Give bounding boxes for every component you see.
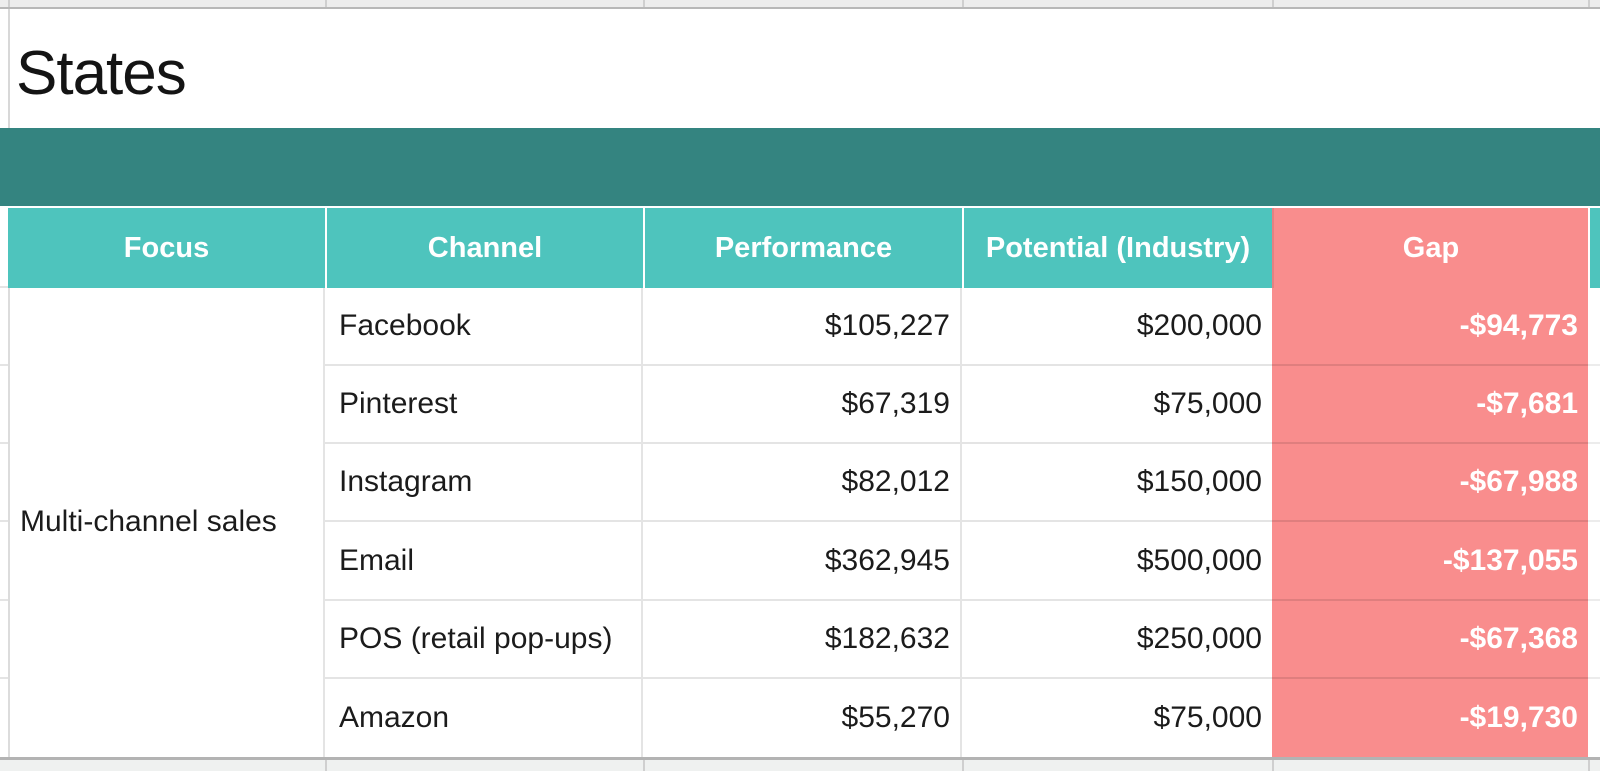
gridline-strip-top bbox=[0, 0, 1600, 9]
gridline bbox=[8, 0, 10, 7]
gridline bbox=[962, 760, 964, 771]
edge-cell bbox=[0, 366, 8, 445]
edge-cell bbox=[1588, 522, 1600, 601]
table-body: Multi-channel sales Facebook $105,227 $2… bbox=[0, 288, 1600, 757]
gridline bbox=[1272, 0, 1274, 7]
cell-potential[interactable]: $250,000 bbox=[962, 600, 1272, 679]
gridline bbox=[643, 760, 645, 771]
table-bottom-border bbox=[0, 757, 1600, 760]
merged-band-cell[interactable] bbox=[0, 128, 1600, 206]
cell-channel[interactable]: Instagram bbox=[325, 444, 643, 523]
edge-cell bbox=[1588, 678, 1600, 757]
header-cell-performance[interactable]: Performance bbox=[643, 208, 962, 288]
cell-performance[interactable]: $82,012 bbox=[643, 444, 962, 523]
cell-channel[interactable]: Pinterest bbox=[325, 366, 643, 445]
cell-potential[interactable]: $75,000 bbox=[962, 678, 1272, 757]
cell-performance[interactable]: $67,319 bbox=[643, 366, 962, 445]
edge-cell bbox=[1588, 288, 1600, 367]
cell-channel[interactable]: POS (retail pop-ups) bbox=[325, 600, 643, 679]
cell-potential[interactable]: $500,000 bbox=[962, 522, 1272, 601]
gridline bbox=[325, 0, 327, 7]
gridline bbox=[643, 0, 645, 7]
cell-gap[interactable]: -$7,681 bbox=[1272, 366, 1588, 445]
cell-channel[interactable]: Email bbox=[325, 522, 643, 601]
cell-performance[interactable]: $362,945 bbox=[643, 522, 962, 601]
cell-performance[interactable]: $182,632 bbox=[643, 600, 962, 679]
header-cell-focus[interactable]: Focus bbox=[8, 208, 325, 288]
edge-cell bbox=[1588, 600, 1600, 679]
gridline bbox=[325, 760, 327, 771]
gridline bbox=[1272, 760, 1274, 771]
cell-potential[interactable]: $150,000 bbox=[962, 444, 1272, 523]
title-cell[interactable]: States bbox=[0, 9, 1600, 128]
cell-potential[interactable]: $75,000 bbox=[962, 366, 1272, 445]
gridline bbox=[962, 0, 964, 7]
gridline bbox=[1588, 760, 1590, 771]
edge-cell bbox=[0, 678, 8, 757]
cell-performance[interactable]: $105,227 bbox=[643, 288, 962, 367]
cell-gap[interactable]: -$19,730 bbox=[1272, 678, 1588, 757]
cell-gap[interactable]: -$94,773 bbox=[1272, 288, 1588, 367]
edge-cell bbox=[1588, 366, 1600, 445]
cell-channel[interactable]: Amazon bbox=[325, 678, 643, 757]
edge-cell bbox=[0, 522, 8, 601]
edge-cell bbox=[0, 208, 8, 288]
cell-channel[interactable]: Facebook bbox=[325, 288, 643, 367]
cell-gap[interactable]: -$137,055 bbox=[1272, 522, 1588, 601]
cell-potential[interactable]: $200,000 bbox=[962, 288, 1272, 367]
edge-cell bbox=[1588, 444, 1600, 523]
header-cell-next-partial[interactable] bbox=[1588, 208, 1600, 288]
header-cell-potential[interactable]: Potential (Industry) bbox=[962, 208, 1272, 288]
sheet-title: States bbox=[16, 39, 187, 108]
edge-cell bbox=[0, 600, 8, 679]
edge-cell bbox=[0, 444, 8, 523]
header-cell-gap[interactable]: Gap bbox=[1272, 208, 1588, 288]
table-header-row: Focus Channel Performance Potential (Ind… bbox=[0, 208, 1600, 288]
gridline bbox=[8, 9, 10, 128]
edge-cell bbox=[0, 288, 8, 367]
gridline-strip-bottom bbox=[0, 760, 1600, 771]
cell-gap[interactable]: -$67,368 bbox=[1272, 600, 1588, 679]
cell-performance[interactable]: $55,270 bbox=[643, 678, 962, 757]
header-cell-channel[interactable]: Channel bbox=[325, 208, 643, 288]
gridline bbox=[1588, 0, 1590, 7]
focus-merged-cell[interactable]: Multi-channel sales bbox=[8, 288, 325, 757]
cell-gap[interactable]: -$67,988 bbox=[1272, 444, 1588, 523]
